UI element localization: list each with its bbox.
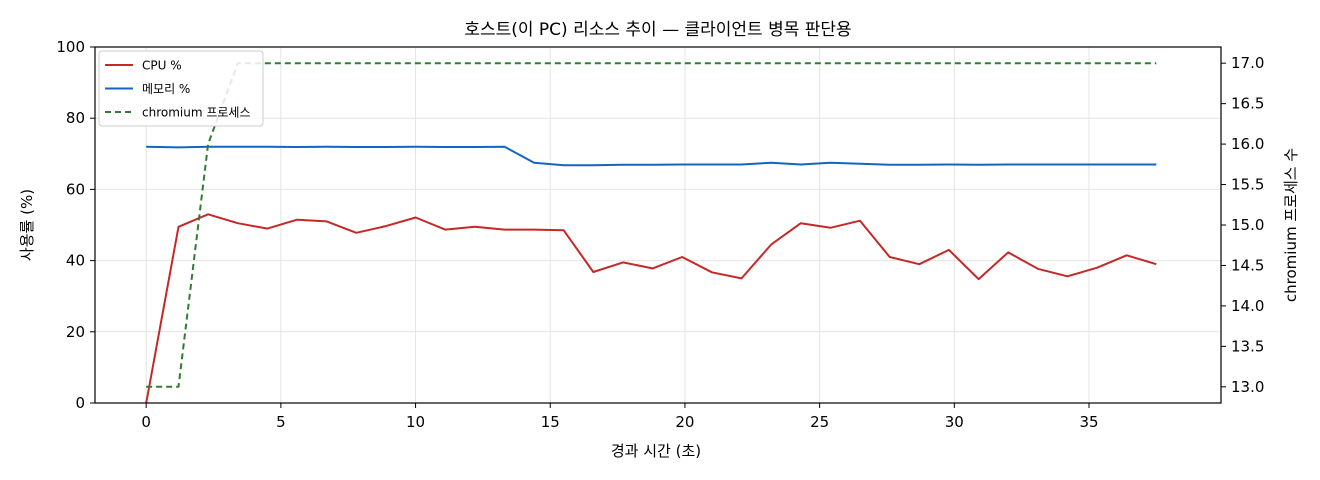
y-tick-label: 0 (75, 394, 85, 412)
y-tick-label: 20 (66, 323, 85, 341)
legend-label: 메모리 % (142, 82, 190, 96)
x-tick-label: 35 (1079, 413, 1098, 431)
series-line-2 (146, 62, 1157, 388)
x-axis: 0 5 10 15 20 25 30 35 (141, 403, 1099, 431)
y-tick-label: 40 (66, 252, 85, 270)
y-axis-right: 13.0 13.5 14.0 14.5 15.0 15.5 16.0 16.5 17.0 (1221, 54, 1264, 396)
y2-axis-label: chromium 프로세스 수 (1282, 148, 1300, 302)
x-tick-label: 25 (810, 413, 829, 431)
y-tick-label: 60 (66, 180, 85, 198)
x-tick-label: 15 (541, 413, 560, 431)
y2-tick-label: 15.5 (1231, 176, 1264, 194)
x-tick-label: 10 (406, 413, 425, 431)
legend-box (98, 50, 264, 127)
y-tick-label: 100 (56, 38, 85, 56)
y2-tick-label: 16.5 (1231, 95, 1264, 113)
x-tick-label: 20 (675, 413, 694, 431)
y2-tick-label: 17.0 (1231, 54, 1264, 72)
y2-tick-label: 14.5 (1231, 256, 1264, 274)
series-line-0 (145, 213, 1157, 404)
x-axis-label: 경과 시간 (초) (611, 442, 701, 460)
x-tick-label: 5 (276, 413, 286, 431)
y-tick-label: 80 (66, 109, 85, 127)
y2-tick-label: 15.0 (1231, 216, 1264, 234)
x-tick-label: 30 (945, 413, 964, 431)
legend: CPU % 메모리 % chromium 프로세스 (98, 50, 264, 127)
y2-tick-label: 13.5 (1231, 337, 1264, 355)
legend-label: chromium 프로세스 (142, 106, 251, 120)
series-layer (145, 62, 1157, 404)
chart-title: 호스트(이 PC) 리소스 추이 — 클라이언트 병목 판단용 (464, 20, 851, 40)
y2-tick-label: 16.0 (1231, 135, 1264, 153)
y2-tick-label: 13.0 (1231, 378, 1264, 396)
legend-label: CPU % (142, 59, 182, 73)
y-axis-left: 0 20 40 60 80 100 (56, 38, 95, 412)
series-line-1 (146, 145, 1157, 167)
x-tick-label: 0 (141, 413, 151, 431)
y2-tick-label: 14.0 (1231, 297, 1264, 315)
y-axis-label: 사용률 (%) (18, 189, 36, 261)
